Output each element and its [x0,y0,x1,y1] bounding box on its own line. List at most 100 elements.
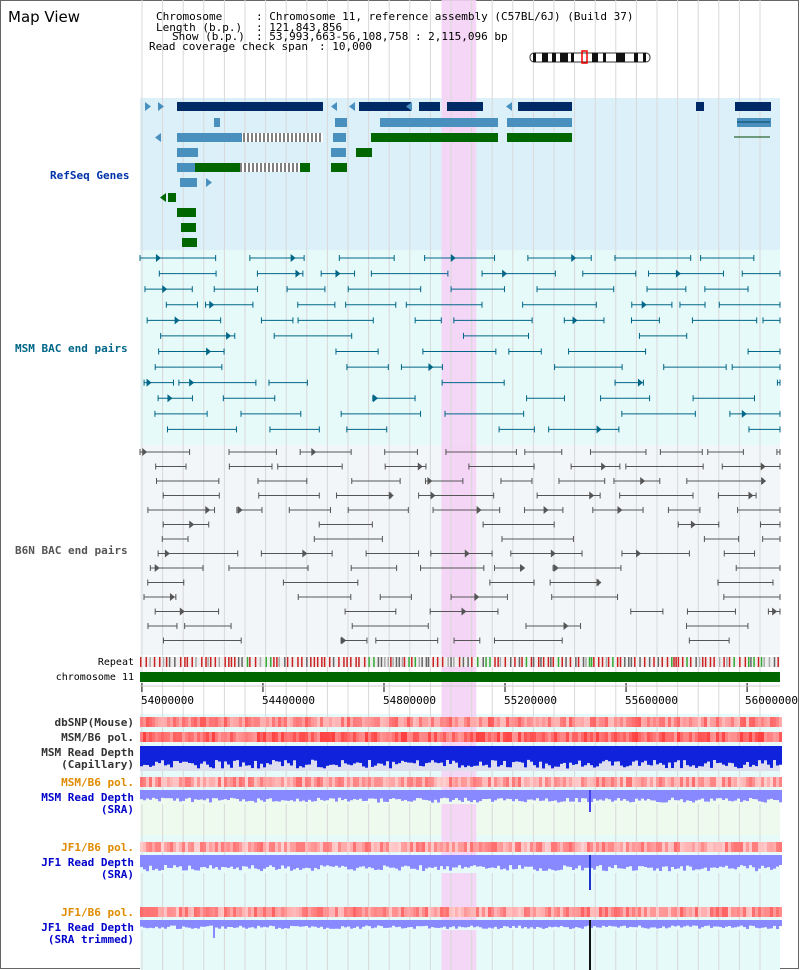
read-depth-bar [182,855,185,871]
read-depth-bar [305,920,308,926]
read-depth-bar [449,920,452,928]
polymorphism-cell [308,907,311,917]
read-depth-bar [548,855,551,869]
track-label-msm-bac[interactable]: MSM BAC end pairs [15,342,128,355]
repeat-element [462,657,465,667]
polymorphism-cell [563,907,566,917]
polymorphism-cell [344,842,347,852]
read-depth-bar [278,920,281,928]
snp-density-cell [242,717,245,727]
show-key: Show (b.p.) [172,30,245,43]
read-depth-bar [734,790,737,801]
snp-density-cell [212,717,215,727]
ideogram-band [552,53,556,62]
polymorphism-cell [341,777,344,787]
read-depth-bar [248,746,251,766]
msm-bac-pair-marker [226,331,232,340]
polymorphism-cell [698,842,701,852]
b6n-bac-pair-marker [417,462,423,471]
ideogram-band [643,53,646,62]
polymorphism-cell [683,907,686,917]
read-depth-bar [389,855,392,868]
polymorphism-cell [716,907,719,917]
polymorphism-cell [290,907,293,917]
read-depth-bar [293,746,296,761]
read-depth-bar [287,790,290,801]
repeat-element [582,657,585,667]
read-depth-bar [392,855,395,868]
track-label-refseq-genes[interactable]: RefSeq Genes [50,169,130,182]
polymorphism-cell [215,842,218,852]
polymorphism-cell [323,732,326,742]
read-depth-bar [362,790,365,802]
polymorphism-cell [749,732,752,742]
read-depth-bar [314,746,317,761]
polymorphism-cell [410,732,413,742]
polymorphism-cell [524,732,527,742]
polymorphism-cell [554,907,557,917]
read-depth-bar [209,855,212,866]
read-depth-bar [248,855,251,869]
polymorphism-cell [722,732,725,742]
repeat-element [753,657,755,667]
polymorphism-cell [476,842,479,852]
read-depth-bar [140,920,143,927]
b6n-bac-pair-marker [760,462,766,471]
read-depth-bar [587,855,590,868]
polymorphism-cell [386,732,389,742]
snp-density-cell [449,717,452,727]
repeat-element [643,657,646,667]
repeat-element [398,657,401,667]
read-depth-bar [647,790,650,799]
read-depth-bar [566,855,569,867]
snp-density-cell [260,717,263,727]
repeat-element [316,657,319,667]
track-label-b6n-bac[interactable]: B6N BAC end pairs [15,544,128,557]
polymorphism-cell [740,777,743,787]
read-depth-bar [701,920,704,928]
snp-density-cell [710,717,713,727]
read-depth-bar [731,790,734,802]
repeat-element [471,657,473,667]
polymorphism-cell [701,842,704,852]
read-depth-bar [374,790,377,799]
polymorphism-cell [581,842,584,852]
gene-feature [240,163,300,172]
read-depth-bar [314,920,317,927]
ideogram-band [603,53,606,62]
read-depth-bar [776,790,779,801]
polymorphism-cell [473,907,476,917]
repeat-element [284,657,286,667]
snp-density-cell [155,717,158,727]
polymorphism-cell [293,777,296,787]
polymorphism-cell [545,842,548,852]
read-depth-bar [746,855,749,869]
polymorphism-cell [779,732,782,742]
read-depth-bar [257,920,260,926]
polymorphism-cell [629,777,632,787]
read-depth-bar [341,855,344,866]
polymorphism-cell [407,777,410,787]
polymorphism-cell [446,842,449,852]
read-depth-bar [704,790,707,802]
read-depth-bar [536,920,539,927]
read-depth-bar [470,790,473,803]
polymorphism-cell [644,732,647,742]
track-label-repeat: Repeat [97,657,134,668]
polymorphism-cell [497,907,500,917]
read-depth-bar [569,855,572,867]
polymorphism-cell [245,842,248,852]
repeat-element [561,657,564,667]
polymorphism-cell [329,907,332,917]
snp-density-cell [479,717,482,727]
polymorphism-cell [503,732,506,742]
polymorphism-cell [704,907,707,917]
snp-density-cell [584,717,587,727]
read-depth-bar [749,920,752,926]
polymorphism-cell [377,842,380,852]
snp-density-cell [773,717,776,727]
read-depth-bar [758,790,761,802]
read-depth-bar [509,855,512,866]
read-depth-bar [689,746,692,767]
